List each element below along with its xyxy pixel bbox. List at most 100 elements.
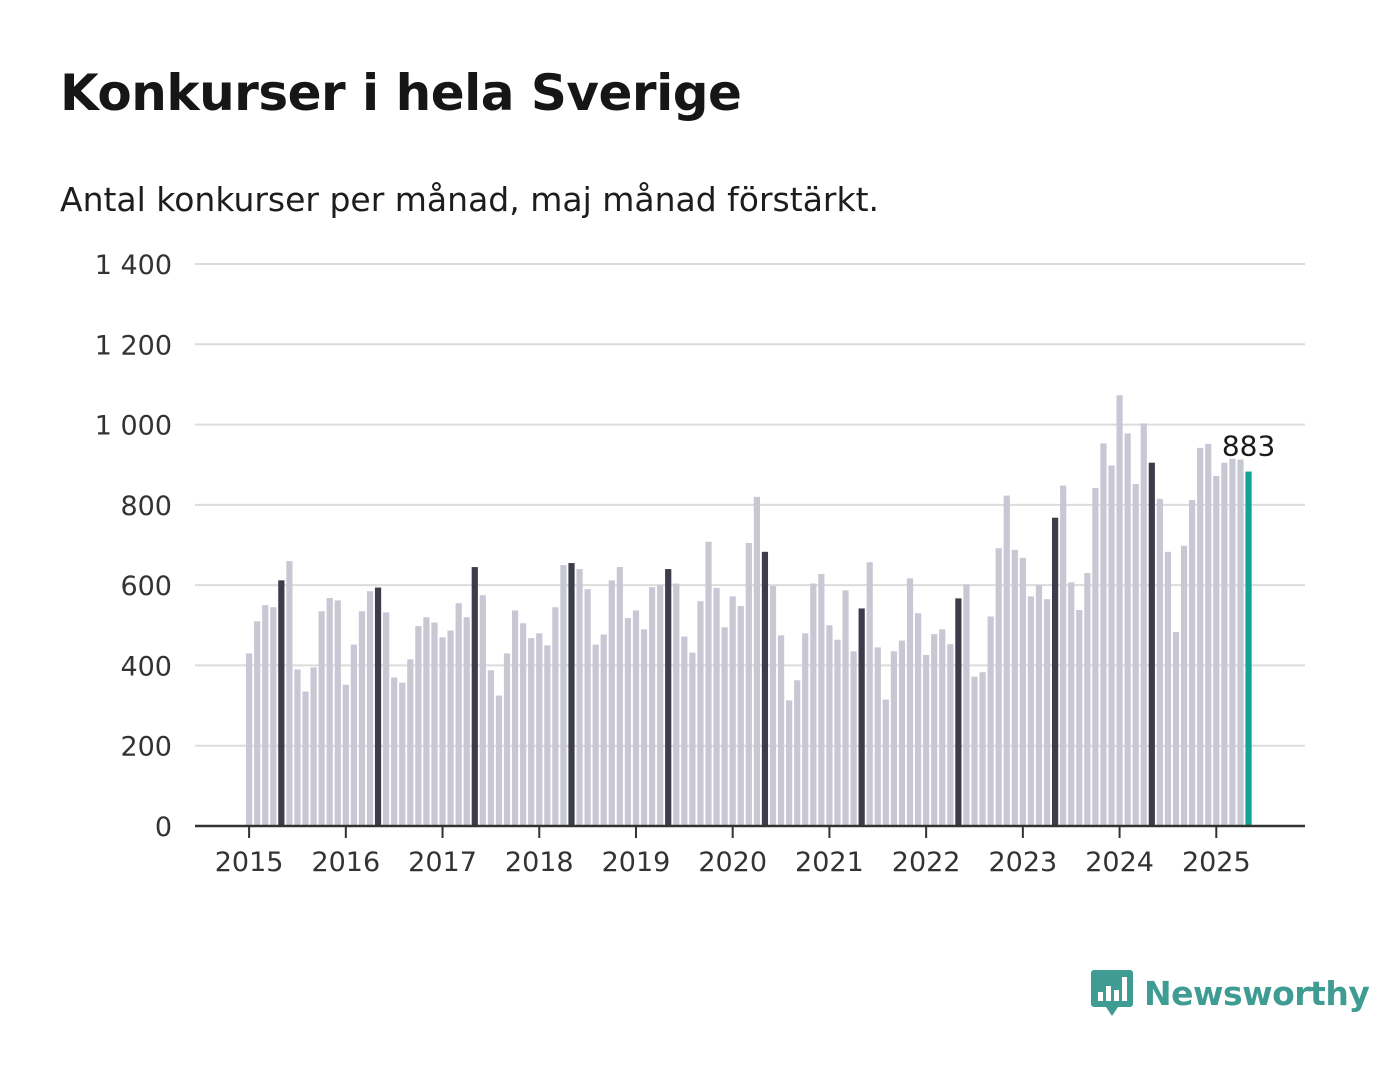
bar (1011, 549, 1018, 826)
bar (318, 611, 325, 826)
bar (1035, 585, 1043, 826)
bar (270, 607, 277, 826)
y-tick-label: 1 000 (95, 411, 172, 442)
bar (350, 644, 357, 826)
bar (786, 700, 793, 826)
bar (923, 654, 930, 826)
x-tick-label: 2021 (795, 847, 864, 878)
x-tick-label: 2022 (892, 847, 961, 878)
bars (246, 395, 1252, 826)
bar (310, 667, 317, 826)
bar (1205, 443, 1212, 826)
bar (874, 647, 881, 826)
x-tick-label: 2024 (1085, 847, 1154, 878)
y-tick-label: 800 (120, 491, 172, 522)
brand-name: Newsworthy (1144, 973, 1370, 1013)
bar (334, 600, 341, 826)
bar (898, 640, 906, 826)
bar (1076, 610, 1083, 826)
bar (955, 598, 962, 826)
x-tick-label: 2018 (505, 847, 574, 878)
y-tick-label: 1 200 (95, 330, 172, 361)
bar (254, 621, 261, 826)
bar (858, 608, 865, 826)
bar (455, 603, 462, 826)
bar (1156, 498, 1163, 826)
bar (721, 627, 728, 826)
bar (649, 587, 656, 826)
bar (705, 541, 712, 826)
bar (246, 653, 253, 826)
x-axis-ticks: 2015 2016 2017 2018 2019 2020 2021 2022 2023 2024… (215, 826, 1251, 878)
bar (584, 589, 591, 826)
bar (407, 659, 414, 826)
bar (1043, 599, 1051, 826)
bar (987, 616, 994, 826)
bar (431, 622, 438, 826)
bar (358, 611, 366, 826)
bar (689, 652, 696, 826)
bar (890, 651, 897, 826)
bar (568, 563, 575, 826)
x-tick-label: 2017 (408, 847, 477, 878)
bar (673, 583, 680, 826)
bar (366, 591, 374, 826)
bar (834, 639, 841, 826)
bar (777, 635, 785, 826)
bar (995, 548, 1002, 826)
bar (681, 636, 688, 826)
x-tick-label: 2020 (698, 847, 767, 878)
bar (374, 587, 382, 826)
x-tick-label: 2019 (602, 847, 671, 878)
bar (947, 644, 954, 826)
bar (939, 629, 946, 826)
bar (640, 629, 648, 826)
bar (487, 670, 494, 826)
bar (399, 682, 406, 826)
newsworthy-brand[interactable]: Newsworthy (1090, 968, 1370, 1018)
bar (415, 626, 422, 826)
last-value-label: 883 (1222, 430, 1275, 463)
bar (383, 612, 390, 826)
bar (1116, 395, 1123, 826)
bar (802, 633, 809, 826)
bar (1229, 458, 1236, 826)
bar (1084, 573, 1091, 826)
y-tick-label: 600 (120, 571, 172, 602)
bar (697, 601, 704, 826)
bar (495, 695, 503, 826)
bar (511, 610, 519, 826)
bar (745, 542, 752, 826)
bar (1213, 475, 1220, 826)
bar (326, 597, 333, 826)
bar (963, 584, 970, 826)
bar (423, 617, 430, 826)
chart-title: Konkurser i hela Sverige (60, 64, 742, 122)
bar (600, 634, 607, 826)
y-tick-label: 400 (120, 651, 172, 682)
bar (1172, 632, 1180, 826)
bar (737, 606, 744, 826)
x-tick-label: 2023 (989, 847, 1058, 878)
x-tick-label: 2016 (311, 847, 380, 878)
bar (713, 587, 720, 826)
bar (1180, 545, 1188, 826)
bar (1068, 582, 1075, 826)
bar (1019, 557, 1026, 826)
bar (1148, 462, 1155, 826)
bar (294, 669, 301, 826)
bar (1092, 487, 1099, 826)
bar (262, 605, 269, 826)
x-tick-label: 2025 (1182, 847, 1251, 878)
bar (769, 585, 777, 826)
bar (592, 644, 599, 826)
y-tick-label: 0 (155, 812, 172, 843)
bar (665, 569, 672, 826)
y-tick-label: 1 400 (95, 250, 172, 281)
bar (1108, 465, 1115, 826)
chart-subtitle: Antal konkurser per månad, maj månad för… (60, 180, 880, 219)
bar (914, 613, 922, 826)
bar (866, 562, 873, 826)
bar (906, 578, 914, 826)
bar (842, 590, 849, 826)
